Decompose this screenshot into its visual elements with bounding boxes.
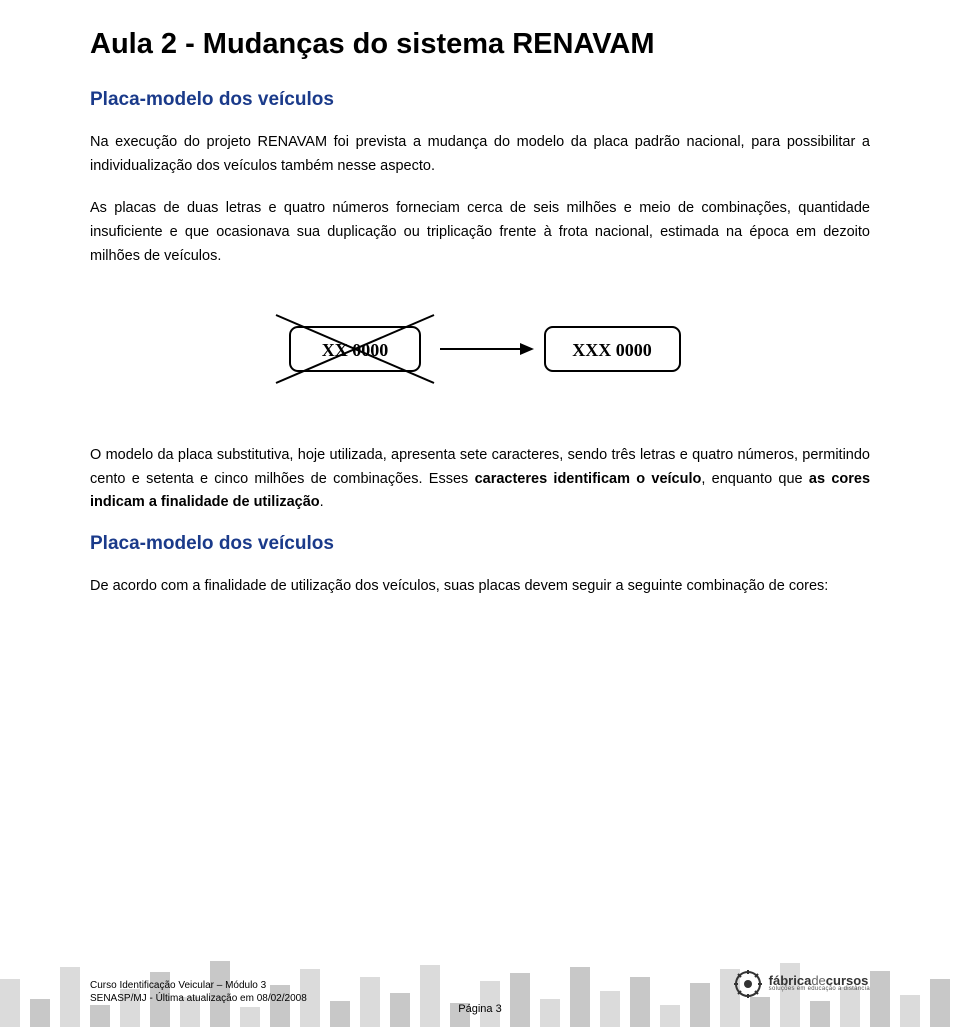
gear-icon [733, 969, 763, 999]
paragraph-3: O modelo da placa substitutiva, hoje uti… [90, 444, 870, 516]
page-footer: Curso Identificação Veicular – Módulo 3 … [0, 937, 960, 1027]
page-number: Página 3 [458, 1003, 501, 1015]
paragraph-2: As placas de duas letras e quatro número… [90, 197, 870, 269]
paragraph-1: Na execução do projeto RENAVAM foi previ… [90, 131, 870, 179]
logo-tagline: soluções em educação a distância [769, 987, 870, 993]
section-heading-1: Placa-modelo dos veículos [90, 89, 870, 111]
footer-course-info: Curso Identificação Veicular – Módulo 3 … [90, 979, 307, 1005]
lesson-title: Aula 2 - Mudanças do sistema RENAVAM [90, 28, 870, 61]
section-heading-2: Placa-modelo dos veículos [90, 533, 870, 555]
paragraph-4: De acordo com a finalidade de utilização… [90, 575, 870, 599]
fabrica-logo: fábricadecursos soluções em educação a d… [733, 969, 870, 999]
plate-transition-figure: XX 0000 XXX 0000 [90, 309, 870, 394]
new-plate-text: XXX 0000 [572, 340, 652, 360]
